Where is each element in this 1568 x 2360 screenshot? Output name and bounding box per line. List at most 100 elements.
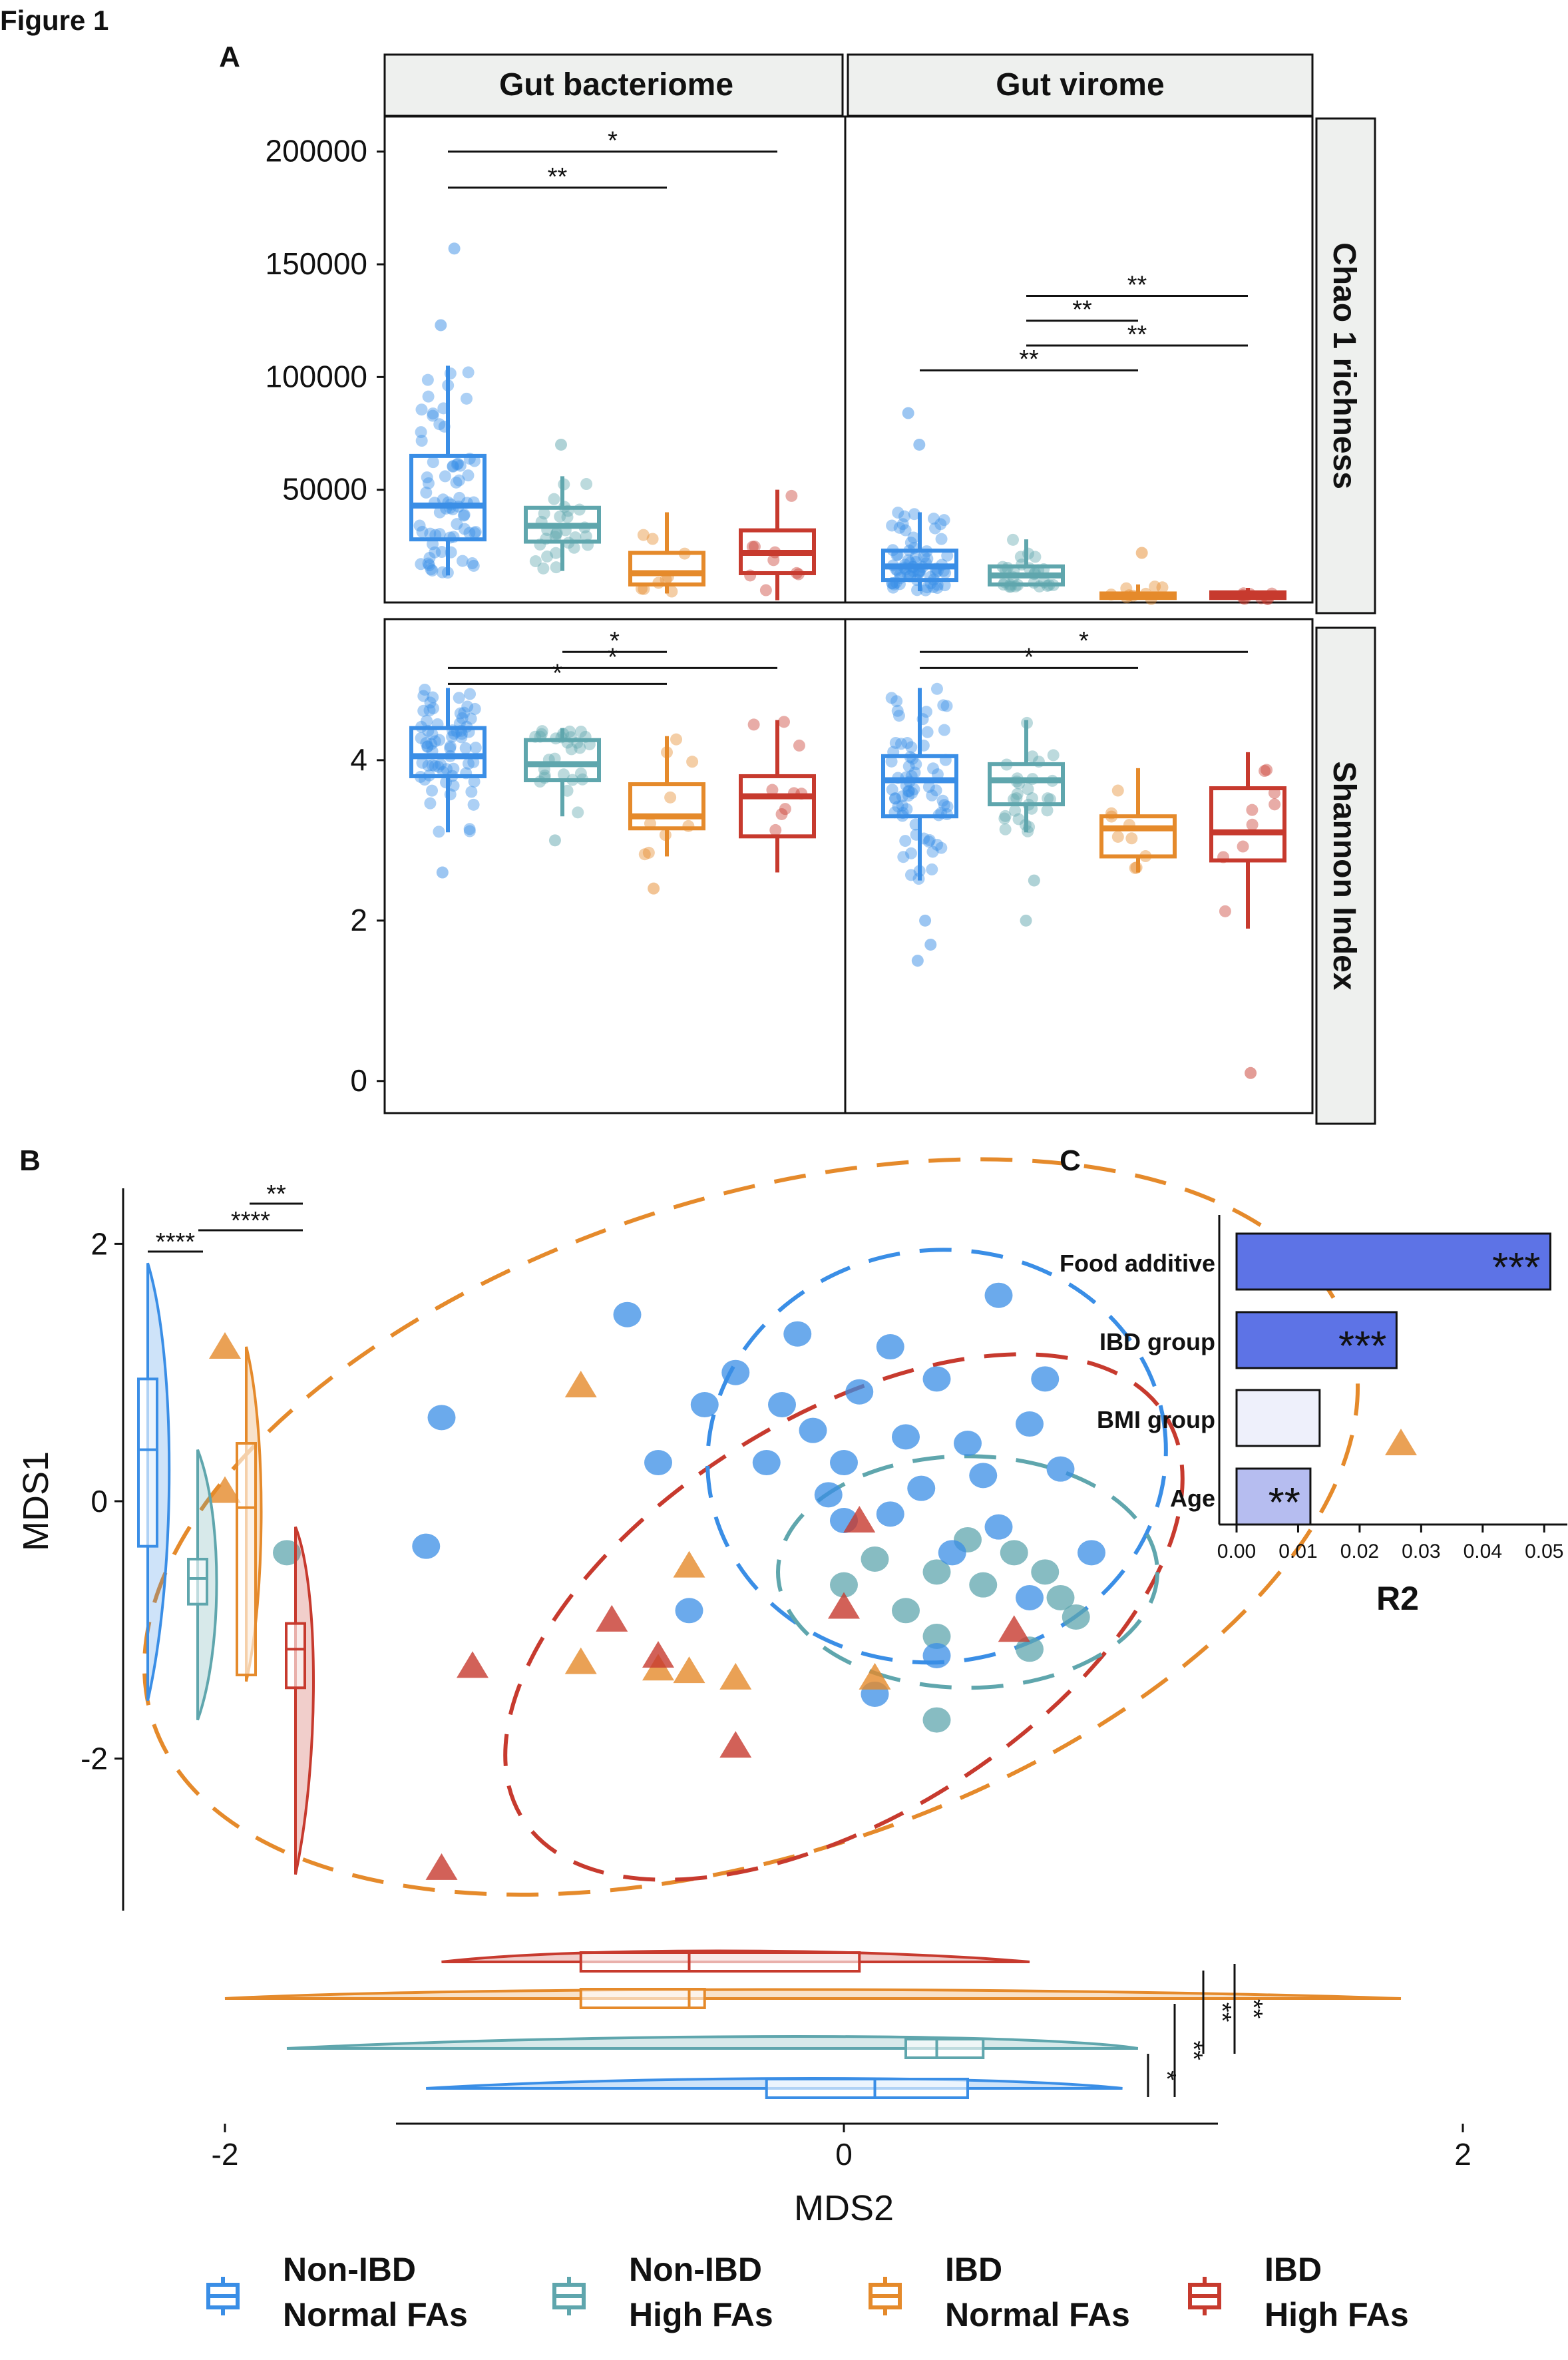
jitter-point [427,702,439,714]
jitter-point [885,755,898,768]
scatter-point [564,1647,597,1674]
jitter-point [561,511,574,523]
legend-item: Non-IBD High FAs [552,2251,773,2333]
box [1209,786,1286,863]
jitter-point [928,513,940,525]
legend-label-line2: High FAs [1265,2296,1409,2333]
jitter-point [447,460,459,473]
marginal-box [285,1622,306,1690]
jitter-point [416,525,429,538]
jitter-point [1111,830,1124,843]
jitter-point [467,798,480,811]
jitter-point [892,800,904,813]
scatter-point [969,1463,998,1489]
y-tick-label: 0 [91,1484,108,1519]
jitter-point [759,584,772,596]
scatter-point [907,1475,936,1501]
jitter-point [908,783,920,796]
outlier-point [448,242,461,255]
jitter-point [766,784,779,796]
outlier-point [1135,547,1148,559]
significance-label: ** [1208,2003,1236,2022]
figure-label: Figure 1 [0,5,108,36]
jitter-point [468,775,481,788]
jitter-point [922,835,935,848]
jitter-point [941,800,954,813]
jitter-point [886,581,899,594]
scatter-point [922,1707,951,1733]
y-tick-label: 200000 [266,134,368,168]
jitter-point [1014,551,1027,563]
confidence-ellipse [503,1352,1185,1882]
jitter-point [893,521,906,534]
jitter-point [469,702,481,715]
scatter-point [752,1450,781,1476]
jitter-point [454,459,467,472]
outlier-point [911,955,924,967]
jitter-point [793,739,805,752]
outlier-point [1245,1066,1257,1079]
jitter-point [420,737,433,750]
jitter-point [886,784,898,796]
jitter-point [462,758,475,770]
jitter-point [455,728,468,740]
jitter-point [1026,792,1038,805]
scatter-point [425,1853,458,1880]
bar-category-label: Food additive [1060,1250,1215,1277]
scatter-point [843,1505,876,1533]
jitter-point [417,704,430,717]
jitter-point [469,742,482,754]
jitter-point [541,550,554,563]
mds2-axis-title: MDS2 [794,2188,894,2228]
scatter-point [938,1540,966,1566]
jitter-point [1010,792,1023,805]
jitter-point [451,458,463,471]
jitter-point [419,683,431,696]
y-tick-label: 2 [91,1226,108,1261]
legend-item: Non-IBD Normal FAs [206,2251,468,2333]
jitter-point [423,559,435,572]
jitter-point [919,584,932,596]
column-strip-0 [383,53,844,117]
jitter-point [1044,793,1056,806]
jitter-point [421,373,434,386]
jitter-point [433,418,446,431]
outlier-point [902,407,914,419]
r2-axis-title: R2 [1376,1580,1419,1617]
jitter-point [999,823,1012,835]
jitter-point [937,699,950,712]
jitter-point [896,790,908,803]
significance-label: **** [231,1207,270,1235]
row-strip-1 [1315,626,1376,1125]
bar-value-label: *** [1492,1245,1540,1291]
jitter-point [415,558,427,571]
marginal-box [137,1377,158,1548]
x-tick-label: 0.00 [1217,1540,1256,1562]
panel-label-a: A [219,41,240,73]
panel-label-c: C [1060,1144,1081,1177]
jitter-point [453,692,465,704]
jitter-point [432,760,445,773]
jitter-point [1261,764,1273,776]
jitter-point [574,726,587,738]
box [988,762,1065,807]
scatter-point [892,1424,920,1450]
jitter-point [909,551,922,563]
significance-label: ** [1239,1999,1267,2019]
jitter-point [426,784,439,797]
scatter-point [427,1405,456,1431]
row-strip-label: Chao 1 richness [1326,242,1362,489]
r2-bar [1235,1232,1552,1291]
jitter-point [453,491,466,504]
jitter-point [904,537,917,549]
marginal-box [904,2038,985,2059]
legend-label-line1: IBD [945,2251,1002,2288]
jitter-point [433,506,446,519]
r2-bar [1235,1467,1312,1526]
jitter-point [413,519,426,532]
scatter-point [1016,1636,1044,1662]
scatter-point [644,1450,672,1476]
jitter-point [938,724,950,736]
scatter-point [1016,1411,1044,1437]
jitter-point [424,696,437,709]
